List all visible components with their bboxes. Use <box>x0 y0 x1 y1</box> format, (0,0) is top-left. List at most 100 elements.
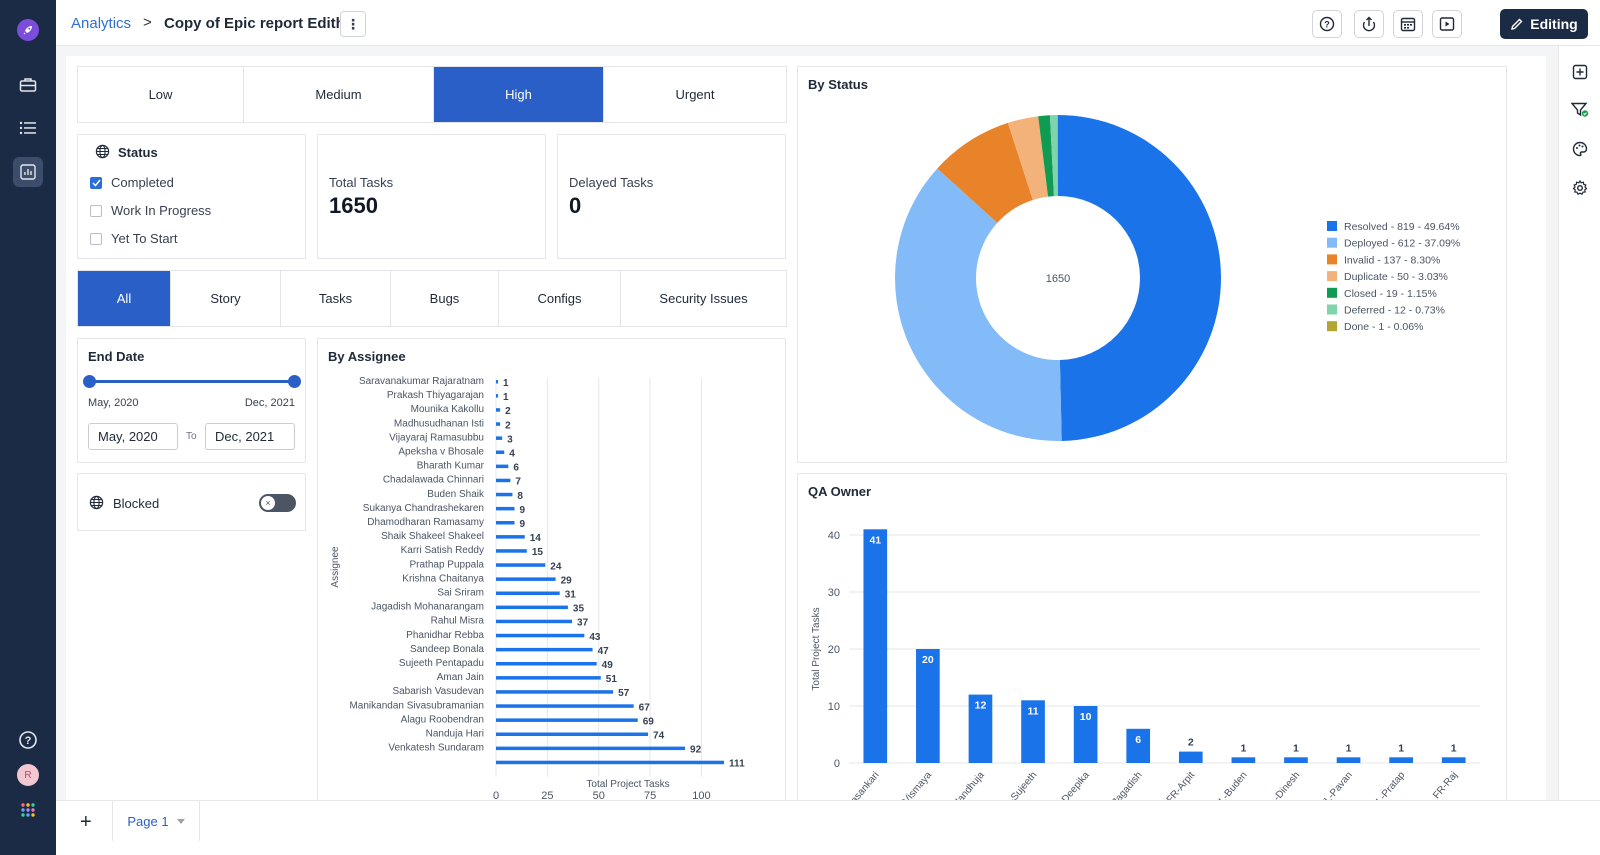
status-filter-title: Status <box>118 145 158 160</box>
qa-bar <box>863 529 888 763</box>
assignee-x-tick: 75 <box>644 790 656 802</box>
help-button[interactable]: ? <box>1312 10 1342 38</box>
status-legend-entry: Deployed - 612 - 37.09% <box>1344 238 1460 250</box>
assignee-bar <box>496 521 515 525</box>
checkbox-checked[interactable] <box>90 176 102 189</box>
list-icon[interactable] <box>13 113 43 143</box>
tab-page-1[interactable]: Page 1 <box>112 801 200 841</box>
more-options-button[interactable]: ⋮ <box>340 11 366 37</box>
status-wip-option[interactable]: Work In Progress <box>90 203 211 218</box>
assignee-name-label: Apeksha v Bhosale <box>398 447 484 458</box>
assignee-value-label: 7 <box>515 477 521 488</box>
delayed-tasks-value: 0 <box>569 193 582 218</box>
qa-y-tick: 30 <box>828 587 840 599</box>
assignee-value-label: 6 <box>513 463 519 474</box>
add-page-button[interactable]: + <box>80 811 92 833</box>
avatar[interactable]: R <box>13 760 43 790</box>
assignee-value-label: 37 <box>577 618 589 629</box>
help-icon[interactable]: ? <box>13 725 43 755</box>
settings-gear-icon[interactable] <box>1570 178 1590 198</box>
priority-low[interactable]: Low <box>78 67 244 122</box>
status-legend-swatch <box>1327 221 1337 231</box>
assignee-value-label: 2 <box>505 420 511 431</box>
qa-bar <box>916 649 940 763</box>
assignee-bar <box>496 478 511 483</box>
qa-y-tick: 20 <box>828 644 840 656</box>
end-date-title: End Date <box>88 349 145 364</box>
caret-down-icon[interactable] <box>176 818 185 824</box>
apps-grid-icon[interactable] <box>13 795 43 825</box>
date-max-label: Dec, 2021 <box>244 397 295 409</box>
assignee-bar <box>496 732 649 736</box>
qa-value-label: 1 <box>1240 742 1246 754</box>
type-bugs[interactable]: Bugs <box>391 271 499 326</box>
filter-icon[interactable] <box>1570 100 1590 120</box>
globe-icon <box>89 495 104 510</box>
assignee-name-label: Nanduja Hari <box>426 729 484 740</box>
status-legend-swatch <box>1327 321 1337 332</box>
assignee-name-label: Manikandan Sivasubramanian <box>349 700 484 711</box>
status-completed-option[interactable]: Completed <box>90 175 174 190</box>
qa-y-tick: 10 <box>828 701 840 713</box>
globe-icon <box>95 144 110 159</box>
assignee-bar <box>496 506 515 511</box>
checkbox[interactable] <box>90 232 102 245</box>
priority-medium[interactable]: Medium <box>244 67 434 122</box>
share-button[interactable] <box>1354 10 1384 38</box>
assignee-name-label: Chadalawada Chinnari <box>383 475 484 486</box>
date-range-track[interactable] <box>89 380 295 383</box>
assignee-bar <box>496 436 503 440</box>
checkbox[interactable] <box>90 204 102 217</box>
type-all[interactable]: All <box>78 271 171 326</box>
qa-value-label: 1 <box>1346 742 1352 754</box>
assignee-value-label: 74 <box>653 731 665 742</box>
assignee-value-label: 31 <box>565 590 577 601</box>
qa-bar <box>1126 728 1151 763</box>
qa-value-label: 1 <box>1398 742 1404 754</box>
type-configs[interactable]: Configs <box>499 271 621 326</box>
status-yet-to-start-option[interactable]: Yet To Start <box>90 231 178 246</box>
schedule-button[interactable] <box>1393 10 1423 38</box>
assignee-name-label: Sukanya Chandrashekaren <box>363 503 484 514</box>
palette-icon[interactable] <box>1570 139 1590 159</box>
question-icon: ? <box>1319 16 1335 32</box>
assignee-x-tick: 25 <box>541 790 553 802</box>
assignee-x-axis-label: Total Project Tasks <box>586 779 669 790</box>
priority-high[interactable]: High <box>434 67 604 122</box>
type-story[interactable]: Story <box>171 271 281 326</box>
status-legend-entry: Done - 1 - 0.06% <box>1344 321 1423 333</box>
add-widget-icon[interactable] <box>1570 62 1590 82</box>
type-tasks[interactable]: Tasks <box>281 271 391 326</box>
qa-y-tick: 0 <box>834 758 840 770</box>
present-button[interactable] <box>1432 10 1462 38</box>
assignee-bar <box>496 690 614 694</box>
qa-value-label: 11 <box>1027 705 1038 717</box>
type-security-issues[interactable]: Security Issues <box>659 291 748 306</box>
assignee-value-label: 2 <box>505 406 511 417</box>
analytics-icon[interactable] <box>13 157 43 187</box>
assignee-name-label: Shaik Shakeel Shakeel <box>381 531 484 542</box>
assignee-bar <box>496 647 593 652</box>
assignee-name-label: Karri Satish Reddy <box>401 545 484 556</box>
assignee-y-axis-label: Assignee <box>330 546 341 588</box>
priority-urgent[interactable]: Urgent <box>675 87 715 102</box>
assignee-bar <box>496 563 546 567</box>
assignee-bar <box>496 746 686 751</box>
date-range-end-handle[interactable] <box>288 375 301 388</box>
date-range-start-handle[interactable] <box>83 375 96 388</box>
rocket-logo-icon[interactable] <box>17 19 39 41</box>
status-filter-panel: Status Completed Work In Progress Yet To… <box>77 134 306 259</box>
assignee-bar <box>496 577 556 581</box>
assignee-name-label: Jagadish Mohanarangam <box>371 602 484 613</box>
blocked-toggle[interactable]: × <box>259 494 296 512</box>
date-min-label: May, 2020 <box>88 397 139 409</box>
briefcase-icon[interactable] <box>13 70 43 100</box>
editing-button[interactable]: Editing <box>1500 9 1588 39</box>
assignee-bar <box>496 408 501 412</box>
date-to-input[interactable]: Dec, 2021 <box>205 423 295 450</box>
assignee-bar <box>496 422 501 426</box>
breadcrumb-analytics[interactable]: Analytics <box>71 15 132 32</box>
date-from-input[interactable]: May, 2020 <box>88 423 178 450</box>
assignee-bar <box>496 464 509 469</box>
by-status-title: By Status <box>808 77 868 92</box>
